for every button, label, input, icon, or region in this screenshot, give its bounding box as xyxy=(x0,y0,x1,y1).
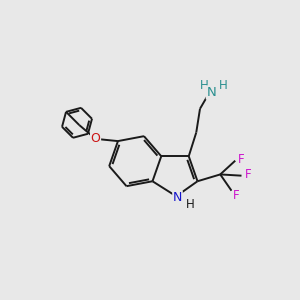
Text: N: N xyxy=(173,191,182,204)
Text: O: O xyxy=(91,132,100,146)
Text: F: F xyxy=(244,168,251,181)
Text: H: H xyxy=(200,79,208,92)
Text: F: F xyxy=(238,153,245,166)
Text: H: H xyxy=(219,79,228,92)
Text: N: N xyxy=(206,86,216,99)
Text: H: H xyxy=(186,198,194,211)
Text: F: F xyxy=(233,189,239,202)
